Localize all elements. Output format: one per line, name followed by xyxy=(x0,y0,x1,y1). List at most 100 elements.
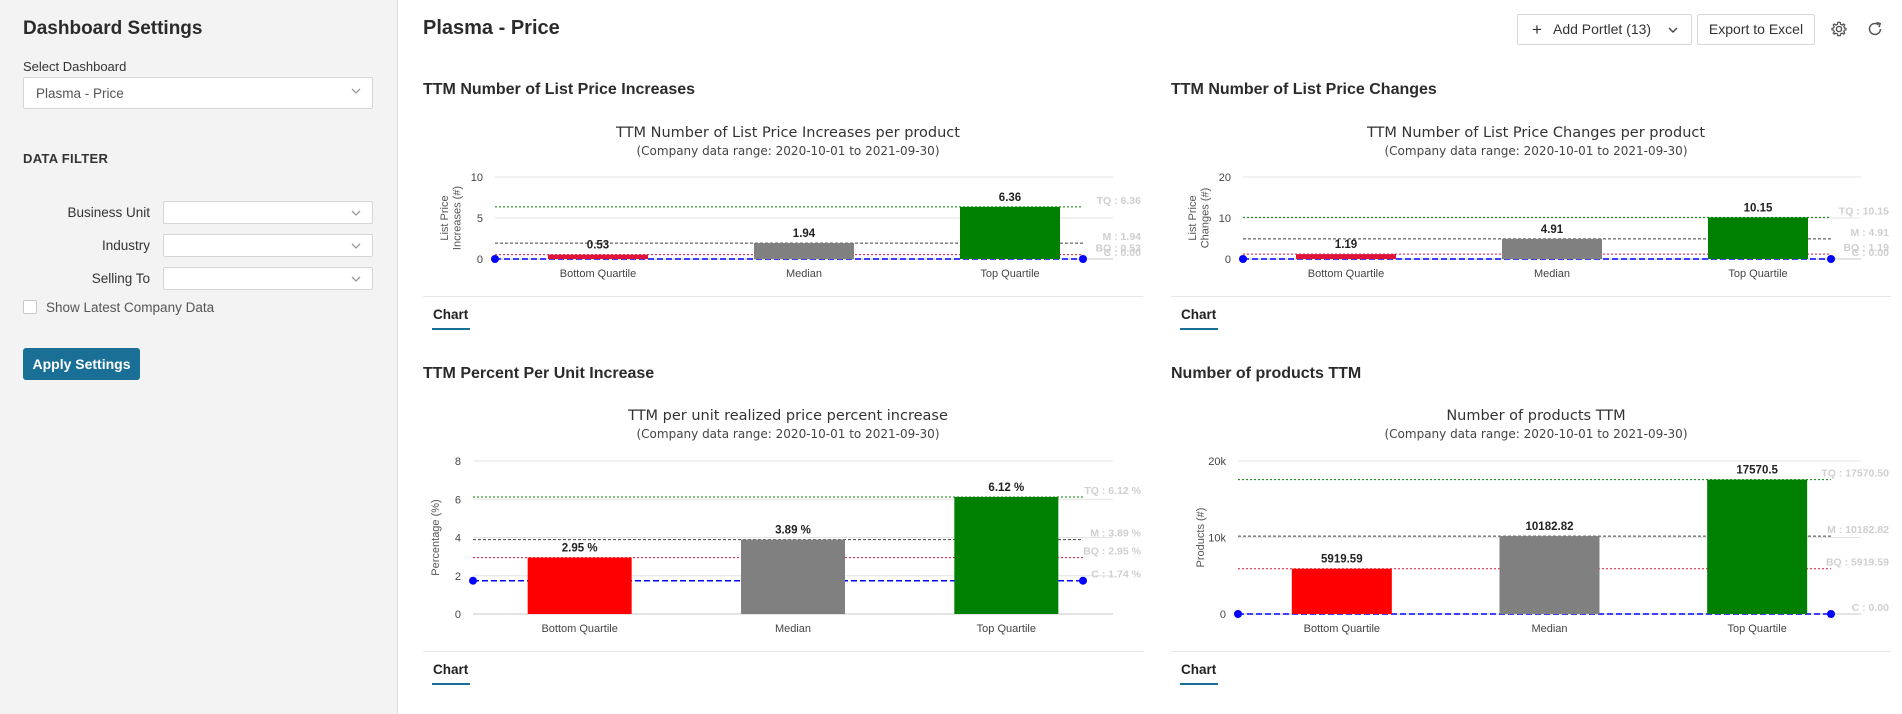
reference-value-label: C : 0.00 xyxy=(1104,247,1142,259)
company-dot xyxy=(1079,576,1087,585)
tab-chart[interactable]: Chart xyxy=(1181,307,1217,322)
bar xyxy=(548,254,648,259)
chevron-down-icon xyxy=(1668,27,1678,33)
y-axis-label: List PriceChanges (#) xyxy=(1187,188,1212,249)
company-dot xyxy=(1239,255,1247,263)
reference-value-label: C : 0.00 xyxy=(1852,247,1890,259)
show-latest-checkbox[interactable] xyxy=(23,300,37,314)
data-label: 1.94 xyxy=(793,228,816,240)
chart-title: TTM Number of List Price Increases per p… xyxy=(615,125,960,141)
show-latest-label: Show Latest Company Data xyxy=(46,300,215,315)
apply-settings-button[interactable]: Apply Settings xyxy=(23,348,140,380)
industry-select[interactable] xyxy=(163,234,373,257)
plus-icon: + xyxy=(1532,20,1542,39)
portlet-title: TTM Number of List Price Increases xyxy=(423,81,696,98)
chevron-down-icon xyxy=(351,276,361,282)
reference-value-label: BQ : 5919.59 xyxy=(1826,557,1889,569)
bar xyxy=(754,243,854,259)
refresh-icon[interactable] xyxy=(1866,20,1884,38)
settings-sidebar: Dashboard Settings Select Dashboard Plas… xyxy=(0,0,398,714)
x-tick-label: Median xyxy=(1534,268,1570,280)
y-axis-label-line: Increases (#) xyxy=(452,186,464,250)
reference-value-label: BQ : 1.19 xyxy=(1843,242,1889,254)
chart-subtitle: (Company data range: 2020-10-01 to 2021-… xyxy=(1384,427,1687,441)
tab-underline xyxy=(1180,328,1218,330)
y-axis-label-line: Changes (#) xyxy=(1200,188,1212,249)
y-axis-label-line: List Price xyxy=(1187,195,1199,240)
reference-value-label: C : 1.74 % xyxy=(1091,569,1141,581)
reference-value-label: TQ : 6.12 % xyxy=(1084,485,1141,497)
company-dot xyxy=(1234,610,1242,618)
y-tick-label: 20 xyxy=(1219,172,1231,184)
x-tick-label: Top Quartile xyxy=(977,623,1036,635)
divider xyxy=(1171,651,1891,652)
reference-value-label: M : 4.91 xyxy=(1850,227,1889,239)
select-dashboard-label: Select Dashboard xyxy=(23,59,127,74)
x-tick-label: Top Quartile xyxy=(980,268,1039,280)
dashboard-select[interactable]: Plasma - Price xyxy=(23,77,373,109)
portlet-title: Number of products TTM xyxy=(1171,365,1362,382)
business-unit-label: Business Unit xyxy=(67,205,150,220)
data-label: 5919.59 xyxy=(1321,554,1363,566)
portlet-title: TTM Percent Per Unit Increase xyxy=(423,365,655,382)
x-tick-label: Bottom Quartile xyxy=(541,623,617,635)
tab-underline xyxy=(432,683,470,685)
page-title: Plasma - Price xyxy=(423,17,560,39)
data-label: 17570.5 xyxy=(1736,465,1778,477)
company-dot xyxy=(491,255,499,263)
chart-subtitle: (Company data range: 2020-10-01 to 2021-… xyxy=(636,144,939,158)
tab-chart[interactable]: Chart xyxy=(433,662,469,677)
y-tick-label: 8 xyxy=(455,456,461,468)
export-to-excel-button[interactable]: Export to Excel xyxy=(1697,14,1815,45)
data-label: 6.36 xyxy=(999,192,1021,204)
chart-list-price-increases: TTM Number of List Price Increases per p… xyxy=(439,125,1142,280)
bar xyxy=(1502,238,1602,259)
industry-label: Industry xyxy=(101,238,150,253)
bar xyxy=(1708,217,1808,259)
x-tick-label: Median xyxy=(1531,623,1567,635)
portlet-title: TTM Number of List Price Changes xyxy=(1171,81,1437,98)
y-tick-label: 10k xyxy=(1208,533,1226,545)
y-tick-label: 10 xyxy=(471,172,483,184)
chart-title: TTM Number of List Price Changes per pro… xyxy=(1366,125,1705,141)
dashboard-select-value: Plasma - Price xyxy=(36,86,124,101)
y-tick-label: 6 xyxy=(455,494,461,506)
gear-icon[interactable] xyxy=(1830,20,1848,38)
x-tick-label: Top Quartile xyxy=(1728,623,1787,635)
y-axis-label: Percentage (%) xyxy=(430,499,442,575)
show-latest-company-data[interactable]: Show Latest Company Data xyxy=(23,300,214,315)
divider xyxy=(1171,296,1891,297)
company-dot xyxy=(469,576,477,585)
tab-chart[interactable]: Chart xyxy=(1181,662,1217,677)
business-unit-select[interactable] xyxy=(163,201,373,224)
bar xyxy=(741,539,845,614)
data-label: 10182.82 xyxy=(1526,521,1574,533)
reference-value-label: M : 3.89 % xyxy=(1090,528,1141,540)
add-portlet-button[interactable]: + Add Portlet (13) xyxy=(1517,14,1692,45)
data-label: 3.89 % xyxy=(775,525,811,537)
x-tick-label: Bottom Quartile xyxy=(1308,268,1384,280)
x-tick-label: Top Quartile xyxy=(1728,268,1787,280)
bar xyxy=(960,206,1060,259)
reference-value-label: BQ : 2.95 % xyxy=(1083,546,1141,558)
x-tick-label: Bottom Quartile xyxy=(1304,623,1380,635)
data-label: 6.12 % xyxy=(988,482,1024,494)
reference-value-label: M : 10182.82 xyxy=(1827,524,1889,536)
reference-value-label: BQ : 0.53 xyxy=(1095,243,1141,255)
bar xyxy=(1291,568,1392,614)
chevron-down-icon xyxy=(351,243,361,249)
tab-chart[interactable]: Chart xyxy=(433,307,469,322)
bar xyxy=(954,496,1059,614)
y-tick-label: 2 xyxy=(455,571,461,583)
y-tick-label: 0 xyxy=(477,254,483,266)
chart-title: TTM per unit realized price percent incr… xyxy=(627,408,948,424)
chevron-down-icon xyxy=(351,88,361,94)
data-label: 2.95 % xyxy=(562,543,598,555)
selling-to-select[interactable] xyxy=(163,267,373,290)
chevron-down-icon xyxy=(351,210,361,216)
data-label: 4.91 xyxy=(1541,224,1564,236)
y-tick-label: 4 xyxy=(455,533,461,545)
y-tick-label: 0 xyxy=(455,609,461,621)
company-dot xyxy=(1827,610,1835,618)
chart-list-price-changes: TTM Number of List Price Changes per pro… xyxy=(1187,125,1890,280)
